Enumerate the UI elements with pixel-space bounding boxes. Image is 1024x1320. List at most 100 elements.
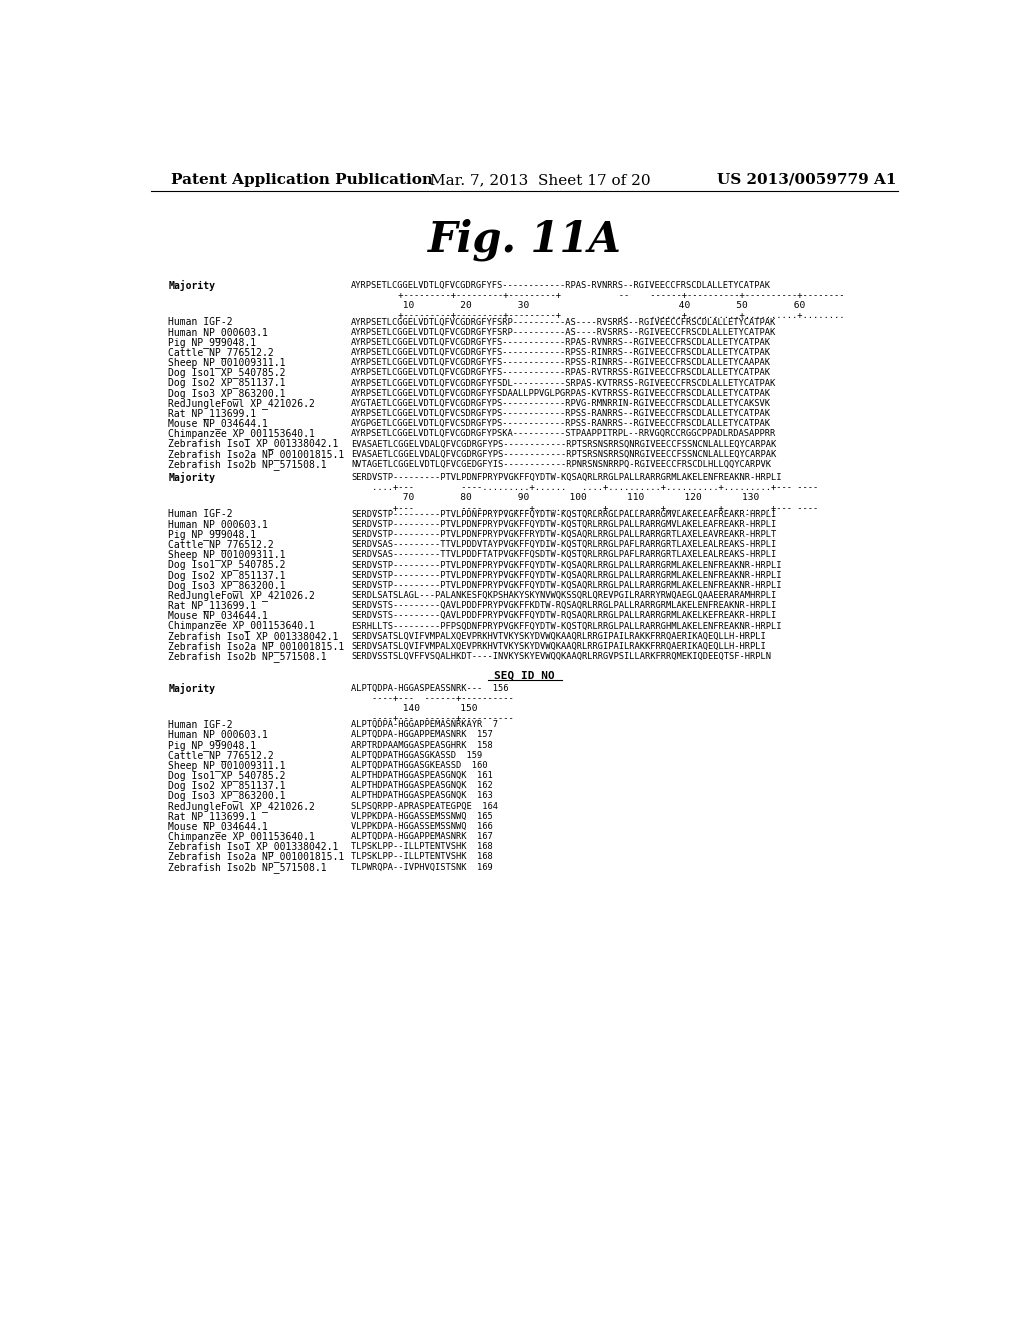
Text: Rat NP_113699.1: Rat NP_113699.1 [168, 601, 256, 611]
Text: Chimpanzee XP_001153640.1: Chimpanzee XP_001153640.1 [168, 620, 315, 631]
Text: Mouse NP_034644.1: Mouse NP_034644.1 [168, 821, 268, 832]
Text: Pig NP_999048.1: Pig NP_999048.1 [168, 337, 256, 348]
Text: ALPTQDPATHGGASGKASSD  159: ALPTQDPATHGGASGKASSD 159 [351, 751, 482, 760]
Text: Pig NP_999048.1: Pig NP_999048.1 [168, 529, 256, 540]
Text: ALPTQDPATHGGASGKEASSD  160: ALPTQDPATHGGASGKEASSD 160 [351, 760, 487, 770]
Text: Rat NP_113699.1: Rat NP_113699.1 [168, 408, 256, 418]
Text: SERDVSTP---------PTVLPDNFPRYPVGKFFQYDTW-KQSAQRLRRGLPALLRARRGRMLAKELENFREAKNR-HRP: SERDVSTP---------PTVLPDNFPRYPVGKFFQYDTW-… [351, 561, 781, 569]
Text: Sheep NP_001009311.1: Sheep NP_001009311.1 [168, 549, 286, 560]
Text: AYRPSETLCGGELVDTLQFVCGDRGFYFSRP----------AS----RVSRRS--RGIVEECCFRSCDLALLETYCATPA: AYRPSETLCGGELVDTLQFVCGDRGFYFSRP---------… [351, 327, 776, 337]
Text: Pig NP_999048.1: Pig NP_999048.1 [168, 739, 256, 751]
Text: EVASAETLCGGELVDALQFVCGDRGFYPS------------RPTSRSNSRRSQNRGIVEECCFSSNCNLALLEQYCARPA: EVASAETLCGGELVDALQFVCGDRGFYPS-----------… [351, 450, 776, 458]
Text: SERDVSAS---------TTVLPDDFTATPVGKFFQSDTW-KQSTQRLRRGLPAFLRARRGRTLAXELEALREAKS-HRPL: SERDVSAS---------TTVLPDDFTATPVGKFFQSDTW-… [351, 550, 776, 560]
Text: EVASAETLCGGELVDALQFVCGDRGFYPS------------RPTSRSNSRRSQNRGIVEECCFSSNCNLALLEQYCARPA: EVASAETLCGGELVDALQFVCGDRGFYPS-----------… [351, 440, 776, 449]
Text: AYRPSETLCGGELVDTLQFVCGDRGFYFS------------RPAS-RVNRRS--RGIVEECCFRSCDLALLETYCATPAK: AYRPSETLCGGELVDTLQFVCGDRGFYFS-----------… [351, 338, 771, 347]
Text: Sheep NP_001009311.1: Sheep NP_001009311.1 [168, 760, 286, 771]
Text: Human IGF-2: Human IGF-2 [168, 719, 232, 730]
Text: RedJungleFowl XP_421026.2: RedJungleFowl XP_421026.2 [168, 397, 315, 409]
Text: Dog Iso2 XP_851137.1: Dog Iso2 XP_851137.1 [168, 378, 286, 388]
Text: Zebrafish Iso2b NP_571508.1: Zebrafish Iso2b NP_571508.1 [168, 459, 327, 470]
Text: AYRPSETLCGGELVDTLQFVCGDRGFYFSDL----------SRPAS-KVTRRSS-RGIVEECCFRSCDLALLETYCATPA: AYRPSETLCGGELVDTLQFVCGDRGFYFSDL---------… [351, 379, 776, 388]
Text: +---------+---------+---------+           --    ------+----------+----------+---: +---------+---------+---------+ -- -----… [351, 292, 845, 300]
Text: SERDVSTP---------PTVLPDNFPRYPVGKFFQYDTW-KQSAQRLRRGLPALLRARRGRMLAKELENFREAKNR-HRP: SERDVSTP---------PTVLPDNFPRYPVGKFFQYDTW-… [351, 581, 781, 590]
Text: Human IGF-2: Human IGF-2 [168, 317, 232, 327]
Text: Fig. 11A: Fig. 11A [428, 218, 622, 260]
Text: SERDLSATSLAGL---PALANKESFQKPSHAKYSKYNVWQKSSQRLQREVPGILRARRYRWQAEGLQAAEERARAMHRPL: SERDLSATSLAGL---PALANKESFQKPSHAKYSKYNVWQ… [351, 591, 776, 601]
Text: SERDVSTS---------QAVLPDDFPRYPVGKFFQYDTW-RQSAQRLRRGLPALLRARRGRMLAKELKEFREAKR-HRPL: SERDVSTS---------QAVLPDDFPRYPVGKFFQYDTW-… [351, 611, 776, 620]
Text: ARPTRDPAAMGGASPEASGHRK  158: ARPTRDPAAMGGASPEASGHRK 158 [351, 741, 493, 750]
Text: Mar. 7, 2013  Sheet 17 of 20: Mar. 7, 2013 Sheet 17 of 20 [430, 173, 651, 187]
Text: AYGTAETLCGGELVDTLQFVCGDRGFYPS------------RPVG-RMNRRIN-RGIVEECCFRSCDLALLETYCAKSVK: AYGTAETLCGGELVDTLQFVCGDRGFYPS-----------… [351, 399, 771, 408]
Text: Dog Iso2 XP_851137.1: Dog Iso2 XP_851137.1 [168, 780, 286, 791]
Text: Zebrafish Iso2a NP_001001815.1: Zebrafish Iso2a NP_001001815.1 [168, 640, 344, 652]
Text: Chimpanzee XP_001153640.1: Chimpanzee XP_001153640.1 [168, 832, 315, 842]
Text: 70        80        90       100       110       120       130: 70 80 90 100 110 120 130 [351, 494, 760, 503]
Text: Chimpanzee XP_001153640.1: Chimpanzee XP_001153640.1 [168, 429, 315, 440]
Text: ALPTHDPATHGGASPEASGNQK  161: ALPTHDPATHGGASPEASGNQK 161 [351, 771, 493, 780]
Text: Sheep NP_001009311.1: Sheep NP_001009311.1 [168, 358, 286, 368]
Text: SERDVSTP---------PTVLPDNFPRYPVGKFFQYDTW-KQSTQRLRRGLPALLRARRGMVLAKELEAFREAKR-HRPL: SERDVSTP---------PTVLPDNFPRYPVGKFFQYDTW-… [351, 520, 776, 529]
Text: VLPPKDPA-HGGASSEMSSNWQ  166: VLPPKDPA-HGGASSEMSSNWQ 166 [351, 822, 493, 830]
Text: Zebrafish Iso1 XP_001338042.1: Zebrafish Iso1 XP_001338042.1 [168, 841, 339, 853]
Text: Majority: Majority [168, 682, 215, 694]
Text: AYGPGETLCGGELVDTLQFVCSDRGFYPS------------RPSS-RANRRS--RGIVEECCFRSCDLALLETYCATPAK: AYGPGETLCGGELVDTLQFVCSDRGFYPS-----------… [351, 420, 771, 428]
Text: Majority: Majority [168, 473, 215, 483]
Text: Human NP_000603.1: Human NP_000603.1 [168, 730, 268, 741]
Text: SERDVSTP---------PTVLPDNFPRYPVGKFFRYDTW-KQSAQRLRRGLPALLRARRGRTLAXELEAVREAKR-HRPL: SERDVSTP---------PTVLPDNFPRYPVGKFFRYDTW-… [351, 531, 776, 539]
Text: NVTAGETLCGGELVDTLQFVCGEDGFYIS------------RPNRSNSNRRPQ-RGIVEECCFRSCDLHLLQQYCARPVK: NVTAGETLCGGELVDTLQFVCGEDGFYIS-----------… [351, 459, 771, 469]
Text: AYRPSETLCGGELVDTLQFVCGDRGFYFS------------RPAS-RVNRRS--RGIVEECCFRSCDLALLETYCATPAK: AYRPSETLCGGELVDTLQFVCGDRGFYFS-----------… [351, 281, 771, 290]
Text: ALPTQDPA-HGGAPPEMASNRK  157: ALPTQDPA-HGGAPPEMASNRK 157 [351, 730, 493, 739]
Text: SERDVSAS---------TTVLPDDVTAYPVGKFFQYDIW-KQSTQRLRRGLPAFLRARRGRTLAXELEALREAKS-HRPL: SERDVSAS---------TTVLPDDVTAYPVGKFFQYDIW-… [351, 540, 776, 549]
Text: ALPTHDPATHGGASPEASGNQK  163: ALPTHDPATHGGASPEASGNQK 163 [351, 792, 493, 800]
Text: Human NP_000603.1: Human NP_000603.1 [168, 327, 268, 338]
Text: Rat NP_113699.1: Rat NP_113699.1 [168, 810, 256, 822]
Text: AYRPSETLCGGELVDTLQFVCGDRGFYFS------------RPSS-RINRRS--RGIVEECCFRSCDLALLETYCAAPAK: AYRPSETLCGGELVDTLQFVCGDRGFYFS-----------… [351, 358, 771, 367]
Text: SERDVSSTSLQVFFVSQALHKDT----INVKYSKYEVWQQKAAQRLRRGVPSILLARKFRRQMEKIQDEEQTSF-HRPLN: SERDVSSTSLQVFFVSQALHKDT----INVKYSKYEVWQQ… [351, 652, 771, 661]
Text: Zebrafish Iso1 XP_001338042.1: Zebrafish Iso1 XP_001338042.1 [168, 438, 339, 450]
Text: Human IGF-2: Human IGF-2 [168, 510, 232, 519]
Text: AYRPSETLCGGELVDTLQFVCGDRGFYFSRP----------AS----RVSRRS--RGIVEECCFRSCDLALLETYCATPA: AYRPSETLCGGELVDTLQFVCGDRGFYFSRP---------… [351, 318, 776, 326]
Text: SERDVSTP---------PTVLPDNFPRYPVGKFFQYDTW-KQSAQRLRRGLPALLRARRGRMLAKELENFREAKNR-HRP: SERDVSTP---------PTVLPDNFPRYPVGKFFQYDTW-… [351, 570, 781, 579]
Text: TLPWRQPA--IVPHVQISTSNK  169: TLPWRQPA--IVPHVQISTSNK 169 [351, 862, 493, 871]
Text: Zebrafish Iso2b NP_571508.1: Zebrafish Iso2b NP_571508.1 [168, 862, 327, 873]
Text: ALPTQDPA-HGGAPPEMASNRKAYR  7: ALPTQDPA-HGGAPPEMASNRKAYR 7 [351, 721, 499, 729]
Text: TLPSKLPP--ILLPTENTVSHK  168: TLPSKLPP--ILLPTENTVSHK 168 [351, 853, 493, 862]
Text: Zebrafish Iso2a NP_001001815.1: Zebrafish Iso2a NP_001001815.1 [168, 851, 344, 862]
Text: +---------+---------+---------+           ..    ......+..........+..........+...: +---------+---------+---------+ .. .....… [351, 312, 845, 321]
Text: ALPTQDPA-HGGAPPEMASNRK  167: ALPTQDPA-HGGAPPEMASNRK 167 [351, 832, 493, 841]
Text: Human NP_000603.1: Human NP_000603.1 [168, 519, 268, 529]
Text: Zebrafish Iso2b NP_571508.1: Zebrafish Iso2b NP_571508.1 [168, 651, 327, 661]
Text: ALPTQDPA-HGGASPEASSNRK---  156: ALPTQDPA-HGGASPEASSNRK--- 156 [351, 684, 509, 693]
Text: Zebrafish Iso2a NP_001001815.1: Zebrafish Iso2a NP_001001815.1 [168, 449, 344, 459]
Text: Dog Iso1 XP_540785.2: Dog Iso1 XP_540785.2 [168, 770, 286, 781]
Text: Zebrafish Iso1 XP_001338042.1: Zebrafish Iso1 XP_001338042.1 [168, 631, 339, 642]
Text: Dog Iso3 XP_863200.1: Dog Iso3 XP_863200.1 [168, 791, 286, 801]
Text: Cattle NP_776512.2: Cattle NP_776512.2 [168, 750, 274, 760]
Text: Dog Iso3 XP_863200.1: Dog Iso3 XP_863200.1 [168, 388, 286, 399]
Text: Mouse NP_034644.1: Mouse NP_034644.1 [168, 610, 268, 622]
Text: US 2013/0059779 A1: US 2013/0059779 A1 [717, 173, 896, 187]
Text: 10        20        30                          40        50        60: 10 20 30 40 50 60 [351, 301, 806, 310]
Text: VLPPKDPA-HGGASSEMSSNWQ  165: VLPPKDPA-HGGASSEMSSNWQ 165 [351, 812, 493, 821]
Text: Majority: Majority [168, 280, 215, 290]
Text: ....+---         ----.........+......   ....+..........+..........+.........+---: ....+--- ----.........+...... ....+.....… [351, 483, 818, 492]
Text: SERDVSATSLQVIFVMPALXQEVPRKHVTVKYSKYDVWQKAAQRLRRGIPAILRAKKFRRQAERIKAQEQLLH-HRPLI: SERDVSATSLQVIFVMPALXQEVPRKHVTVKYSKYDVWQK… [351, 642, 766, 651]
Text: ALPTHDPATHGGASPEASGNQK  162: ALPTHDPATHGGASPEASGNQK 162 [351, 781, 493, 791]
Text: Dog Iso3 XP_863200.1: Dog Iso3 XP_863200.1 [168, 579, 286, 591]
Text: Mouse NP_034644.1: Mouse NP_034644.1 [168, 418, 268, 429]
Text: SERDVSTS---------QAVLPDDFPRYPVGKFFKDTW-RQSAQRLRRGLPALLRARRGRMLAKELENFREAKNR-HRPL: SERDVSTS---------QAVLPDDFPRYPVGKFFKDTW-R… [351, 601, 776, 610]
Text: AYRPSETLCGGELVDTLQFVCSDRGFYPS------------RPSS-RANRRS--RGIVEECCFRSCDLALLETYCATPAK: AYRPSETLCGGELVDTLQFVCSDRGFYPS-----------… [351, 409, 771, 418]
Text: RedJungleFowl XP_421026.2: RedJungleFowl XP_421026.2 [168, 590, 315, 601]
Text: TLPSKLPP--ILLPTENTVSHK  168: TLPSKLPP--ILLPTENTVSHK 168 [351, 842, 493, 851]
Text: Cattle NP_776512.2: Cattle NP_776512.2 [168, 347, 274, 358]
Text: ESRHLLTS---------PFPSQDNFPRYPVGKFFQYDTW-KQSTQRLRRGLPALLRARRGHMLAKELENFREAKNR-HRP: ESRHLLTS---------PFPSQDNFPRYPVGKFFQYDTW-… [351, 622, 781, 631]
Text: ----+---  ------+----------: ----+--- ------+---------- [351, 714, 514, 723]
Text: AYRPSETLCGGELVDTLQFVCGDRGFYFSDAALLPPVGLPGRPAS-KVTRRSS-RGIVEECCFRSCDLALLETYCATPAK: AYRPSETLCGGELVDTLQFVCGDRGFYFSDAALLPPVGLP… [351, 388, 771, 397]
Text: RedJungleFowl XP_421026.2: RedJungleFowl XP_421026.2 [168, 801, 315, 812]
Text: AYRPSETLCGGELVDTLQFVCGDRGFYPSKA----------STPAAPPITRPL--RRVGQRCCRGGCPPADLRDASAPPR: AYRPSETLCGGELVDTLQFVCGDRGFYPSKA---------… [351, 429, 776, 438]
Text: SERDVSATSLQVIFVMPALXQEVPRKHVTVKYSKYDVWQKAAQRLRRGIPAILRAKKFRRQAERIKAQEQLLH-HRPLI: SERDVSATSLQVIFVMPALXQEVPRKHVTVKYSKYDVWQK… [351, 632, 766, 640]
Text: SERDVSTP---------PTVLPDNFPRYPVGKFFQYDTW-KQSAQRLRRGLPALLRARRGRMLAKELENFREAKNR-HRP: SERDVSTP---------PTVLPDNFPRYPVGKFFQYDTW-… [351, 473, 781, 482]
Text: Cattle NP_776512.2: Cattle NP_776512.2 [168, 539, 274, 550]
Text: SEQ ID NO: SEQ ID NO [495, 671, 555, 681]
Text: Dog Iso1 XP_540785.2: Dog Iso1 XP_540785.2 [168, 367, 286, 379]
